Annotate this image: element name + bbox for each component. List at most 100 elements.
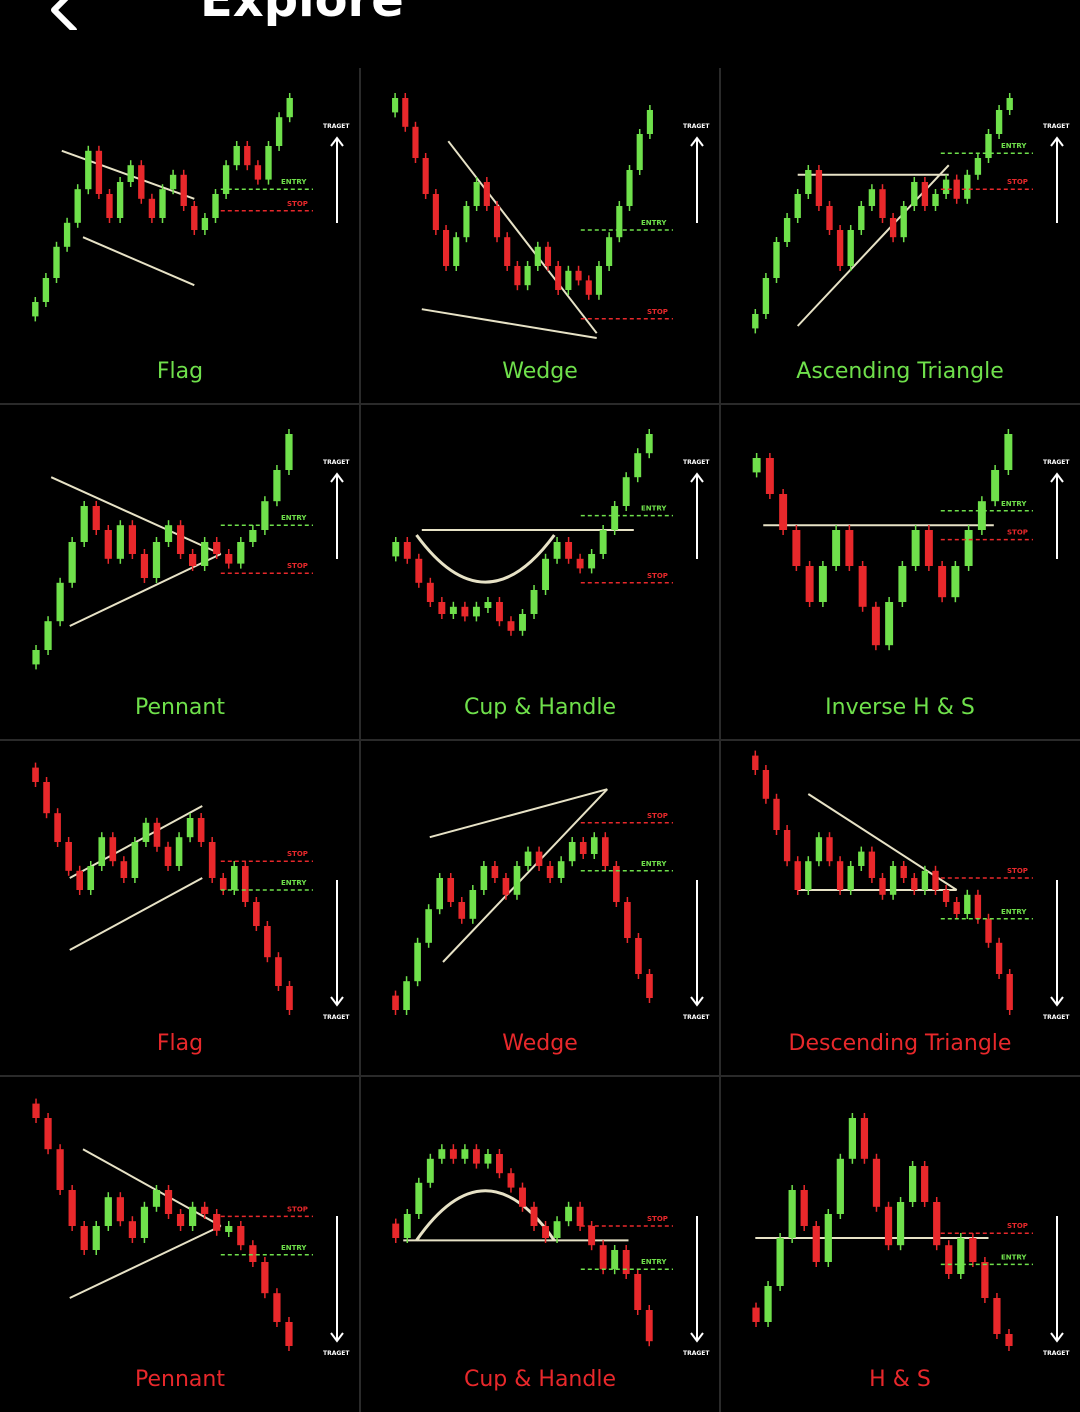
candle bbox=[779, 494, 788, 530]
pattern-name: Ascending Triangle bbox=[796, 359, 1003, 384]
candle bbox=[879, 878, 886, 895]
candle bbox=[496, 1154, 503, 1174]
candle bbox=[254, 165, 262, 180]
candle bbox=[180, 174, 187, 206]
candle bbox=[847, 866, 854, 890]
candle bbox=[535, 851, 543, 866]
candle bbox=[148, 198, 156, 218]
candle bbox=[208, 842, 216, 878]
pattern-card[interactable]: ENTRY STOP TRAGET H & S bbox=[752, 1113, 1070, 1392]
candle bbox=[565, 1206, 573, 1222]
pattern-card[interactable]: ENTRY STOP TRAGET Cup & Handle bbox=[392, 429, 710, 720]
candle bbox=[403, 1214, 411, 1238]
candle bbox=[249, 1245, 257, 1262]
candle bbox=[131, 842, 139, 878]
candle bbox=[752, 755, 759, 770]
candle bbox=[392, 542, 400, 557]
entry-label: ENTRY bbox=[1001, 1253, 1027, 1261]
candle bbox=[152, 542, 161, 578]
pattern-card[interactable]: ENTRY STOP TRAGET Ascending Triangle bbox=[752, 93, 1070, 384]
candle bbox=[579, 842, 587, 854]
candle bbox=[832, 530, 841, 566]
candle bbox=[884, 1206, 893, 1246]
pattern-card[interactable]: ENTRY STOP TRAGET Flag bbox=[32, 93, 350, 384]
target-label: TRAGET bbox=[323, 459, 350, 466]
candle bbox=[461, 1149, 469, 1159]
candle bbox=[991, 470, 1000, 502]
candle bbox=[995, 942, 1003, 974]
candle bbox=[611, 1250, 619, 1270]
candle bbox=[871, 606, 880, 646]
candle bbox=[624, 902, 631, 938]
candle bbox=[447, 878, 455, 902]
candle bbox=[514, 266, 521, 286]
candle bbox=[140, 554, 149, 578]
target-label: TRAGET bbox=[1043, 459, 1070, 466]
candle bbox=[868, 189, 876, 206]
candle bbox=[458, 902, 466, 919]
stop-label: STOP bbox=[1007, 867, 1028, 875]
candle bbox=[426, 1158, 434, 1183]
candle bbox=[463, 206, 470, 238]
candle bbox=[645, 434, 653, 454]
pattern-name: H & S bbox=[869, 1367, 931, 1392]
candle bbox=[613, 866, 620, 902]
arrow-head bbox=[690, 136, 704, 147]
candle bbox=[449, 606, 457, 614]
candle bbox=[595, 266, 602, 295]
candle bbox=[752, 1307, 760, 1322]
candle bbox=[805, 861, 812, 890]
candle bbox=[436, 878, 443, 910]
trend-line bbox=[807, 793, 958, 891]
pattern-name: Pennant bbox=[135, 1367, 225, 1392]
pattern-card[interactable]: ENTRY STOP TRAGET Flag bbox=[32, 762, 350, 1056]
candle bbox=[836, 1158, 844, 1214]
candle bbox=[175, 837, 183, 866]
arrow-head bbox=[1050, 1332, 1064, 1343]
entry-label: ENTRY bbox=[641, 505, 667, 513]
candle bbox=[80, 1226, 88, 1250]
candle bbox=[858, 566, 867, 607]
pattern-card[interactable]: ENTRY STOP TRAGET Pennant bbox=[32, 429, 350, 720]
pattern-card[interactable]: ENTRY STOP TRAGET Inverse H & S bbox=[752, 429, 1071, 720]
entry-label: ENTRY bbox=[641, 1258, 667, 1266]
candle bbox=[219, 878, 227, 890]
candle bbox=[233, 146, 240, 166]
stop-label: STOP bbox=[287, 1205, 308, 1213]
trend-line bbox=[421, 308, 597, 339]
candle bbox=[473, 182, 480, 206]
candle bbox=[911, 878, 918, 890]
candle bbox=[438, 1149, 446, 1159]
pattern-card[interactable]: ENTRY STOP TRAGET Wedge bbox=[392, 93, 710, 384]
candle bbox=[65, 842, 72, 871]
candle bbox=[932, 870, 939, 890]
candle bbox=[575, 270, 582, 281]
pattern-card[interactable]: ENTRY STOP TRAGET Wedge bbox=[392, 788, 710, 1056]
candle bbox=[783, 218, 791, 242]
candle bbox=[599, 530, 607, 554]
candle bbox=[752, 458, 761, 473]
candle bbox=[153, 822, 161, 847]
candle bbox=[140, 1206, 149, 1238]
target-label: TRAGET bbox=[1043, 123, 1070, 130]
candle bbox=[230, 866, 238, 890]
candle bbox=[74, 189, 81, 223]
target-label: TRAGET bbox=[683, 1350, 710, 1357]
pattern-name: Pennant bbox=[135, 695, 225, 720]
pattern-card[interactable]: ENTRY STOP TRAGET Pennant bbox=[32, 1098, 350, 1392]
target-label: TRAGET bbox=[323, 123, 350, 130]
candle bbox=[805, 566, 814, 602]
candle bbox=[186, 818, 194, 838]
target-label: TRAGET bbox=[683, 459, 710, 466]
pattern-card[interactable]: ENTRY STOP TRAGET Descending Triangle bbox=[752, 750, 1070, 1056]
chevron-left-icon[interactable] bbox=[40, 0, 100, 30]
arrow-head bbox=[1050, 472, 1064, 483]
candle bbox=[815, 837, 823, 862]
pattern-card[interactable]: ENTRY STOP TRAGET Cup & Handle bbox=[392, 1144, 710, 1392]
candle bbox=[911, 530, 920, 566]
candle bbox=[776, 1238, 784, 1286]
candle bbox=[98, 837, 106, 866]
candle bbox=[244, 146, 251, 166]
candle bbox=[286, 986, 293, 1010]
candle bbox=[898, 566, 907, 602]
